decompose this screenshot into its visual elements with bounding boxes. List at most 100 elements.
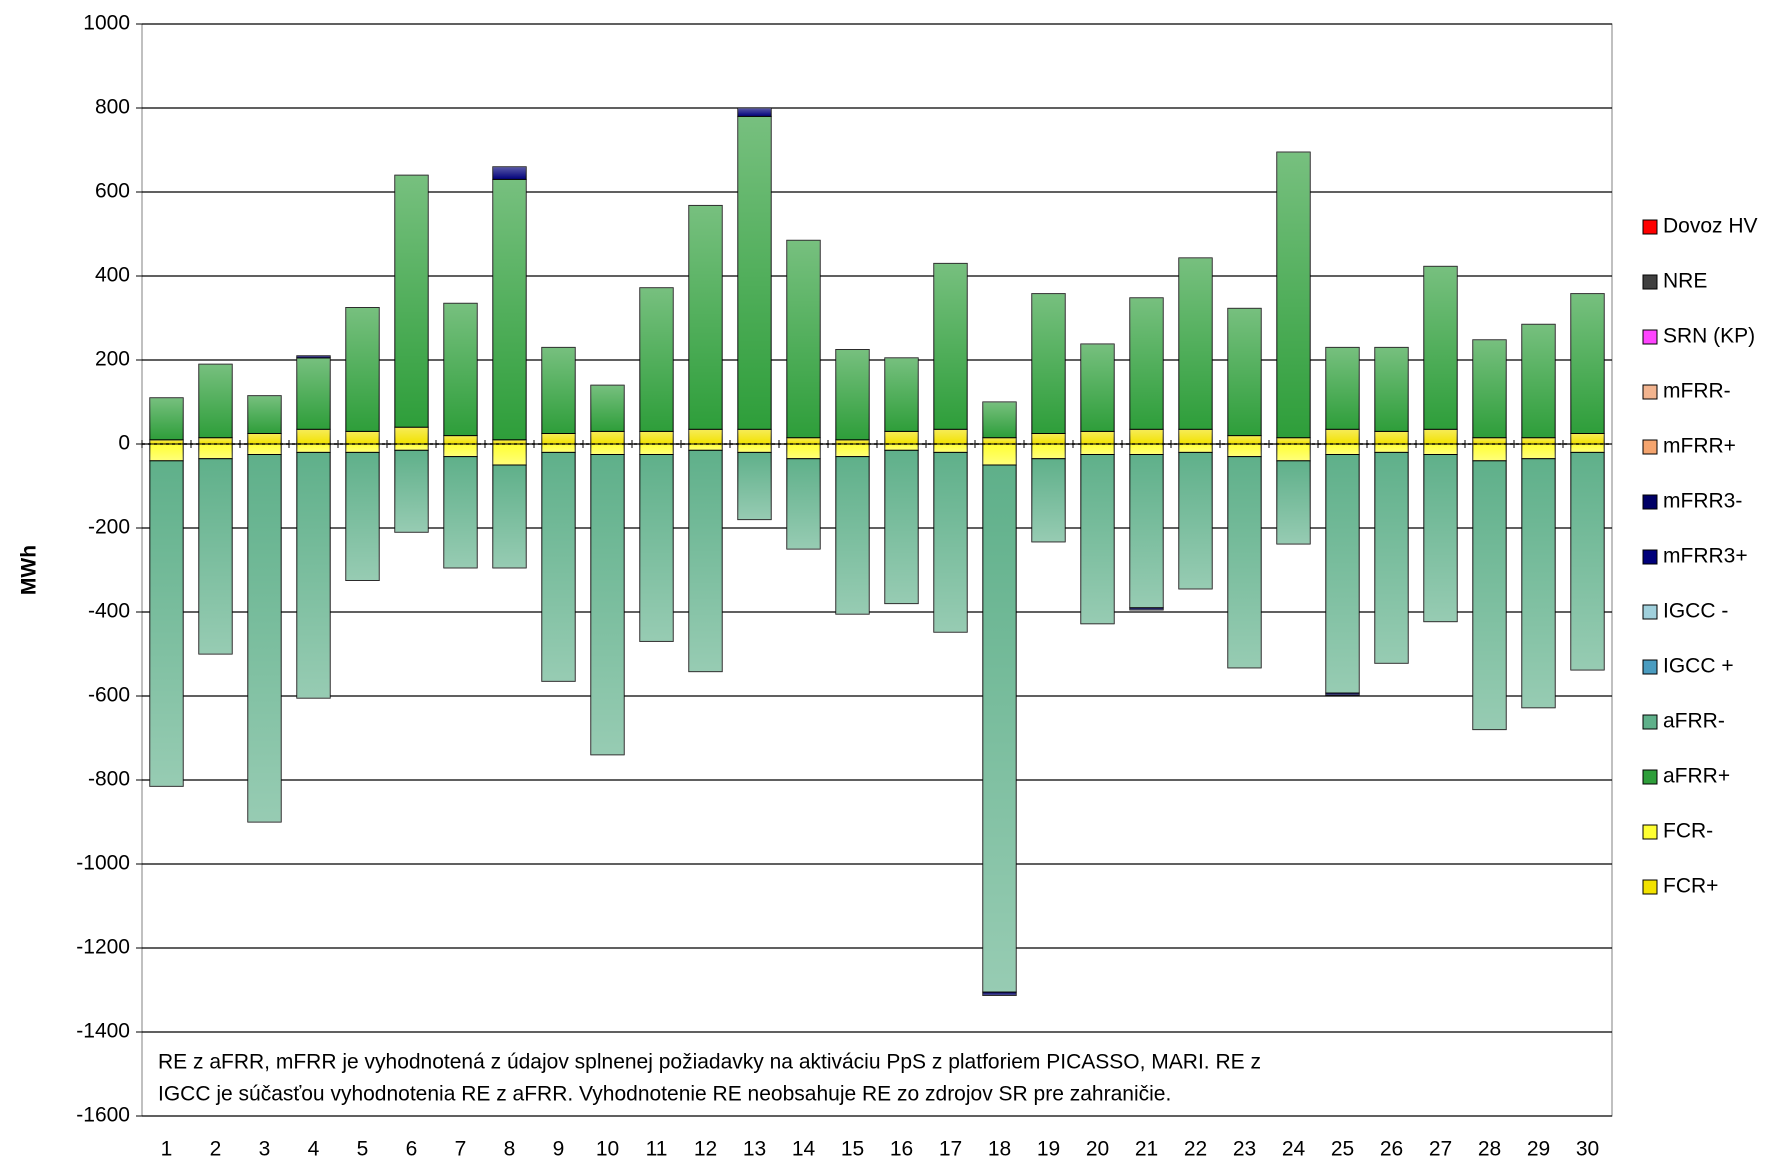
- y-tick-label: 800: [95, 96, 130, 119]
- bar-shade: [247, 454, 282, 822]
- bar-shade: [737, 429, 772, 444]
- bar-shade: [394, 427, 429, 444]
- y-axis-label: MWh: [18, 545, 41, 595]
- x-tick-label: 2: [210, 1138, 222, 1161]
- x-tick-label: 26: [1380, 1138, 1403, 1161]
- bar-shade: [492, 166, 527, 180]
- x-tick-label: 9: [553, 1138, 565, 1161]
- x-tick-label: 16: [890, 1138, 913, 1161]
- bar-shade: [835, 456, 870, 615]
- legend-label: SRN (KP): [1663, 325, 1755, 348]
- bar-shade: [1276, 437, 1311, 444]
- bar-shade: [1031, 444, 1066, 459]
- x-tick-label: 19: [1037, 1138, 1060, 1161]
- bar-shade: [1080, 454, 1115, 624]
- bar-shade: [1178, 257, 1213, 430]
- bar-shade: [884, 357, 919, 432]
- bar-shade: [982, 437, 1017, 444]
- bar-shade: [296, 429, 331, 444]
- x-tick-label: 30: [1576, 1138, 1599, 1161]
- bar-shade: [786, 444, 821, 459]
- bar-shade: [1129, 297, 1164, 430]
- bar-shade: [1472, 339, 1507, 438]
- x-tick-label: 11: [646, 1138, 668, 1161]
- bar-shade: [639, 444, 674, 455]
- bar-shade: [1521, 458, 1556, 708]
- bar-shade: [982, 992, 1017, 996]
- bar-shade: [345, 307, 380, 432]
- bar-shade: [541, 444, 576, 453]
- bar-shade: [198, 437, 233, 444]
- y-tick-label: -400: [88, 600, 130, 623]
- bar-shade: [1374, 444, 1409, 453]
- x-tick-label: 8: [504, 1138, 516, 1161]
- bar-shade: [982, 444, 1017, 465]
- legend-label: NRE: [1663, 270, 1707, 293]
- bar-shade: [1031, 293, 1066, 434]
- legend-swatch: [1642, 769, 1658, 785]
- bar-shade: [198, 458, 233, 654]
- x-tick-label: 14: [792, 1138, 816, 1161]
- bar-shade: [1521, 437, 1556, 444]
- legend-label: aFRR+: [1663, 765, 1730, 788]
- bar-shade: [394, 450, 429, 533]
- legend-swatch: [1642, 329, 1658, 345]
- x-tick-label: 3: [259, 1138, 271, 1161]
- bar-shade: [443, 444, 478, 457]
- legend-swatch: [1642, 604, 1658, 620]
- bar-shade: [982, 402, 1017, 438]
- legend-label: mFRR-: [1663, 380, 1731, 403]
- bar-shade: [1227, 435, 1262, 444]
- bar-shade: [737, 108, 772, 117]
- bar-shade: [1227, 456, 1262, 668]
- bar-shade: [884, 431, 919, 444]
- bar-shade: [198, 364, 233, 438]
- x-tick-label: 23: [1233, 1138, 1256, 1161]
- bar-shade: [1374, 431, 1409, 444]
- bar-shade: [590, 431, 625, 444]
- bar-shade: [1129, 429, 1164, 444]
- legend-label: Dovoz HV: [1663, 215, 1758, 238]
- plot-area: [141, 23, 1613, 1117]
- bar-shade: [639, 454, 674, 642]
- legend-swatch: [1642, 274, 1658, 290]
- bar-shade: [149, 439, 184, 444]
- legend-swatch: [1642, 549, 1658, 565]
- x-tick-label: 4: [308, 1138, 320, 1161]
- x-tick-label: 5: [357, 1138, 369, 1161]
- bar-shade: [443, 303, 478, 436]
- bar-shade: [1472, 444, 1507, 461]
- bar-shade: [1031, 433, 1066, 444]
- x-tick-label: 17: [939, 1138, 962, 1161]
- bar-shade: [1276, 444, 1311, 461]
- bar-shade: [296, 444, 331, 453]
- bar-shade: [1129, 454, 1164, 608]
- y-tick-label: 400: [95, 264, 130, 287]
- bar-shade: [737, 444, 772, 453]
- y-tick-label: -1000: [76, 852, 130, 875]
- bar-shade: [639, 287, 674, 432]
- bar-shade: [541, 433, 576, 444]
- bar-shade: [1570, 444, 1605, 453]
- bar-shade: [590, 385, 625, 432]
- bar-shade: [1374, 452, 1409, 664]
- legend-swatch: [1642, 494, 1658, 510]
- bar-shade: [1570, 452, 1605, 670]
- bar-shade: [1080, 344, 1115, 432]
- y-tick-label: -600: [88, 684, 130, 707]
- bar-shade: [247, 395, 282, 434]
- bar-shade: [1276, 152, 1311, 438]
- bar-shade: [1521, 444, 1556, 459]
- x-tick-label: 27: [1429, 1138, 1452, 1161]
- legend-swatch: [1642, 439, 1658, 455]
- bar-shade: [345, 444, 380, 453]
- legend-label: FCR-: [1663, 820, 1713, 843]
- legend-swatch: [1642, 219, 1658, 235]
- bar-shade: [786, 437, 821, 444]
- y-tick-label: -1200: [76, 936, 130, 959]
- bar-shade: [1423, 429, 1458, 444]
- x-tick-label: 24: [1282, 1138, 1306, 1161]
- bar-shade: [835, 349, 870, 440]
- bar-shade: [786, 240, 821, 438]
